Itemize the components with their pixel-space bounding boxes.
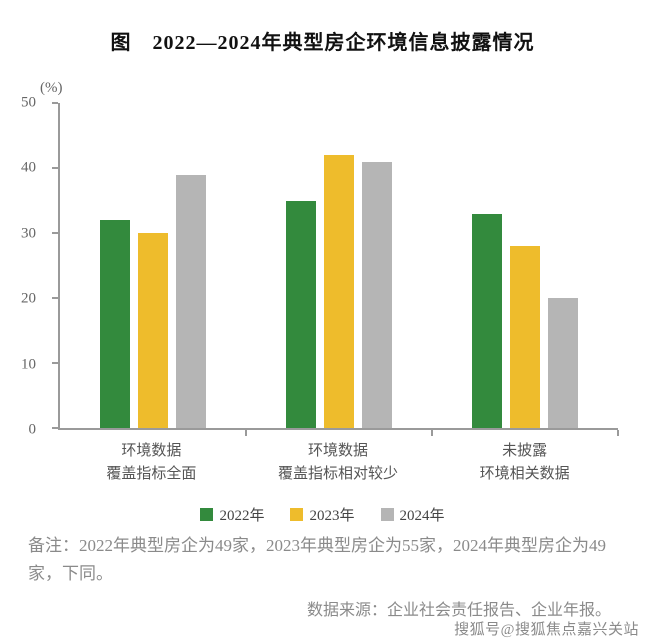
bar-2023年 bbox=[138, 233, 168, 428]
legend: 2022年 2023年 2024年 bbox=[0, 504, 645, 525]
y-axis-tick-label: 0 bbox=[28, 421, 37, 438]
legend-swatch bbox=[200, 508, 214, 521]
y-axis-tick-mark bbox=[52, 297, 58, 299]
legend-item: 2023年 bbox=[290, 504, 355, 525]
bar-2022年 bbox=[472, 213, 502, 428]
x-axis-category-line: 未披露 bbox=[502, 443, 548, 459]
plot-area bbox=[52, 102, 619, 436]
watermark-text: 搜狐号@搜狐焦点嘉兴关站 bbox=[454, 622, 639, 638]
bar-2024年 bbox=[176, 174, 206, 428]
y-axis-tick-label: 50 bbox=[21, 94, 36, 111]
x-axis-category-label: 环境数据覆盖指标全面 bbox=[58, 440, 245, 485]
y-axis-tick-mark bbox=[52, 362, 58, 364]
x-axis-tick-mark bbox=[245, 430, 247, 436]
y-axis-tick-mark bbox=[52, 102, 58, 104]
bar-2024年 bbox=[548, 298, 578, 428]
bar-groups bbox=[60, 103, 618, 428]
y-axis-tick-label: 40 bbox=[21, 159, 36, 176]
bar-2023年 bbox=[510, 246, 540, 428]
x-axis-category-label: 环境数据覆盖指标相对较少 bbox=[245, 440, 432, 485]
x-axis-category-line: 环境相关数据 bbox=[479, 465, 570, 482]
bar-2024年 bbox=[362, 161, 392, 428]
y-axis-tick-label: 20 bbox=[21, 290, 36, 307]
bar-2022年 bbox=[286, 200, 316, 428]
chart-title: 图 2022—2024年典型房企环境信息披露情况 bbox=[110, 32, 535, 54]
x-axis-category-line: 覆盖指标全面 bbox=[106, 465, 197, 482]
legend-swatch bbox=[380, 508, 394, 521]
legend-swatch bbox=[290, 508, 304, 521]
y-axis-unit-label: (%) bbox=[40, 80, 63, 96]
y-axis: 0 10 20 30 40 50 bbox=[0, 95, 52, 438]
source-text: 数据来源：企业社会责任报告、企业年报。 bbox=[306, 602, 611, 619]
y-axis-tick-mark bbox=[52, 427, 58, 429]
bar-group bbox=[246, 103, 432, 428]
legend-label: 2024年 bbox=[399, 508, 445, 524]
x-axis-category-line: 环境数据 bbox=[308, 443, 369, 459]
bar-2022年 bbox=[100, 220, 130, 428]
y-axis-tick-mark bbox=[52, 232, 58, 234]
x-axis-category-line: 覆盖指标相对较少 bbox=[278, 465, 399, 482]
note-text: 备注：2022年典型房企为49家，2023年典型房企为55家，2024年典型房企… bbox=[28, 536, 606, 584]
x-axis-category-line: 环境数据 bbox=[121, 443, 182, 459]
legend-label: 2022年 bbox=[219, 508, 265, 524]
bar-group bbox=[60, 103, 246, 428]
legend-item: 2022年 bbox=[200, 504, 264, 525]
bar-2023年 bbox=[324, 155, 354, 428]
bar-group bbox=[432, 103, 618, 428]
x-axis-labels: 环境数据 覆盖指标全面 环境数据 覆盖指标相对较少 未披露 环境相关数据 bbox=[58, 440, 618, 485]
y-axis-tick-label: 10 bbox=[21, 356, 36, 373]
x-axis-tick-mark bbox=[431, 430, 433, 436]
legend-item: 2024年 bbox=[380, 504, 445, 525]
legend-label: 2023年 bbox=[309, 508, 355, 524]
x-axis-category-label: 未披露 环境相关数据 bbox=[431, 440, 618, 485]
x-axis-tick-mark bbox=[617, 430, 619, 436]
y-axis-tick-mark bbox=[52, 167, 58, 169]
y-axis-tick-label: 30 bbox=[21, 225, 36, 242]
